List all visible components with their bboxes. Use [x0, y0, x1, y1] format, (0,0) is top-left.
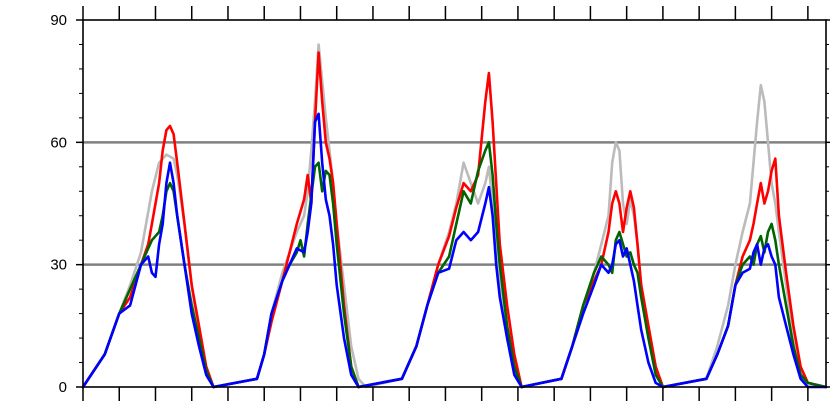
- plot-frame: [82, 19, 827, 388]
- y-tick-label: 0: [59, 379, 67, 396]
- series-line-2: [81, 51, 828, 389]
- y-tick-label: 60: [50, 134, 67, 151]
- y-tick-label: 30: [50, 257, 67, 274]
- series-group: [81, 43, 828, 389]
- axes: 0 30 60 90: [50, 6, 830, 401]
- series-line-4: [81, 112, 828, 389]
- reference-lines: [83, 141, 826, 266]
- y-tick-label: 90: [50, 12, 67, 29]
